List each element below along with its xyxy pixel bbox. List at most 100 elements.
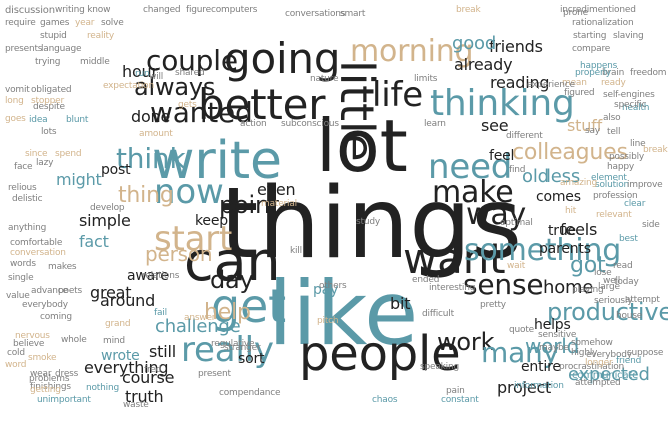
word-compendance: compendance: [219, 388, 281, 398]
word-value: value: [6, 291, 30, 301]
word-thinking: thinking: [430, 83, 575, 124]
word-post: post: [101, 162, 131, 178]
word-still: still: [149, 342, 176, 361]
word-nature: nature: [310, 74, 339, 84]
word-way: way: [466, 197, 527, 232]
word-limits: limits: [414, 74, 438, 84]
word-properly: properly: [575, 68, 611, 78]
word-feels: feels: [560, 220, 598, 239]
word-changed: changed: [143, 5, 181, 15]
word-playing: playing: [572, 285, 604, 295]
word-problems: problems: [29, 374, 70, 384]
word-day: day: [210, 266, 254, 294]
word-amazing: amazing: [560, 178, 598, 188]
word-colleagues: colleagues: [512, 140, 628, 165]
word-goes: goes: [5, 114, 26, 124]
word-reading: reading: [490, 73, 550, 92]
word-might: might: [56, 170, 102, 189]
word-done: done: [131, 107, 171, 126]
word-present: present: [198, 369, 231, 379]
word-around: around: [100, 291, 156, 310]
word-procrastination: procrastination: [559, 362, 625, 372]
word-start: start: [154, 219, 233, 259]
word-year: year: [75, 18, 95, 28]
word-getting: getting: [30, 385, 61, 395]
word-profession: profession: [593, 191, 638, 201]
word-lot: lot: [316, 104, 408, 188]
word-feel: feel: [489, 148, 515, 164]
word-possibly: possibly: [609, 152, 645, 162]
word-pain: pain: [446, 386, 465, 396]
word-aware: aware: [127, 268, 169, 284]
word-always: always: [134, 73, 216, 101]
word-happens: happens: [580, 61, 618, 71]
word-develop: develop: [90, 203, 125, 213]
word-less: less: [546, 166, 581, 187]
word-thing: thing: [118, 183, 174, 208]
word-point: point: [219, 191, 280, 219]
word-sort: sort: [238, 351, 265, 367]
word-lots: lots: [41, 127, 57, 137]
word-helps: helps: [534, 317, 571, 333]
word-solve: solve: [101, 18, 124, 28]
word-everybody: everybody: [22, 300, 68, 310]
word-regulative: regulative: [211, 339, 255, 349]
word-obligated: obligated: [31, 85, 72, 95]
word-stranger: stranger: [224, 343, 261, 353]
word-lazy: lazy: [36, 158, 54, 168]
word-stopper: stopper: [31, 96, 64, 106]
word-think: think: [116, 142, 186, 175]
word-dress: dress: [55, 369, 79, 379]
word-quote: quote: [509, 325, 534, 335]
word-answer: answer: [184, 313, 216, 323]
word-need: need: [428, 147, 513, 187]
word-chaos: chaos: [372, 395, 398, 405]
word-stupid: stupid: [40, 31, 67, 41]
word-relious: relious: [8, 183, 37, 193]
word-experience: experience: [527, 80, 575, 90]
word-see: see: [481, 116, 509, 135]
word-old: old: [522, 166, 549, 187]
word-happy: happy: [607, 162, 634, 172]
word-great: great: [90, 283, 132, 302]
word-morning: morning: [350, 34, 474, 69]
word-require: require: [5, 18, 36, 28]
word-brain: brain: [602, 68, 625, 78]
word-whole: whole: [61, 335, 87, 345]
word-despite: despite: [33, 102, 65, 112]
word-life: life: [372, 75, 423, 115]
word-action: action: [240, 119, 267, 129]
word-single: single: [8, 273, 34, 283]
word-true: true: [548, 223, 576, 239]
word-words: words: [10, 259, 36, 269]
word-long: long: [5, 96, 24, 106]
word-friend: friend: [616, 356, 642, 366]
word-idea: idea: [29, 115, 48, 125]
word-want: want: [403, 234, 506, 283]
word-self-engines: self-engines: [603, 90, 655, 100]
word-information: information: [514, 381, 564, 391]
word-clear: clear: [624, 199, 646, 209]
word-trying: trying: [35, 57, 61, 67]
word-slaving: slaving: [613, 31, 644, 41]
word-comes: comes: [536, 189, 581, 205]
word-optimal: optimal: [500, 218, 533, 228]
word-hour: hour: [122, 62, 158, 81]
word-attempted: attempted: [575, 378, 621, 388]
word-relevant: relevant: [596, 210, 632, 220]
word-solution: solution: [595, 180, 630, 190]
word-starting: starting: [573, 31, 607, 41]
word-sensitive: sensitive: [538, 330, 577, 340]
word-expectation: expectation: [103, 81, 154, 91]
word-mind: mind: [103, 336, 125, 346]
word-writing-know: writing know: [55, 5, 111, 15]
word-maybe: maybe: [539, 343, 569, 353]
word-gets: gets: [178, 100, 197, 110]
word-smart: smart: [340, 9, 366, 19]
word-compare: compare: [572, 44, 611, 54]
word-since: since: [25, 149, 48, 159]
word-things: things: [220, 167, 522, 281]
word-element: element: [591, 173, 627, 183]
word-get: get: [211, 279, 286, 333]
